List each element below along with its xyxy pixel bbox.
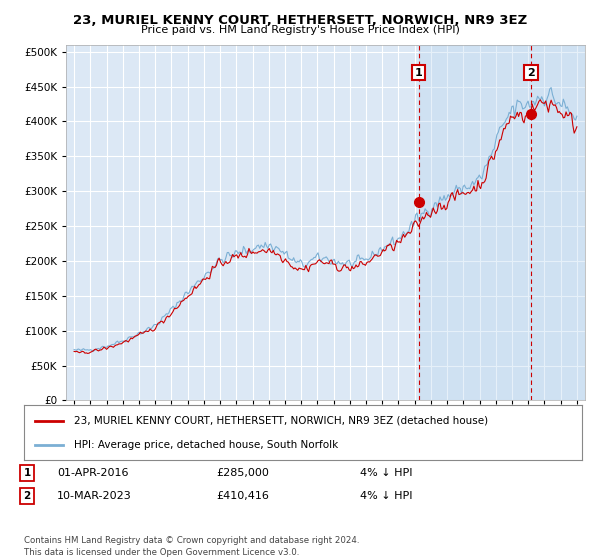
- Text: HPI: Average price, detached house, South Norfolk: HPI: Average price, detached house, Sout…: [74, 440, 338, 450]
- Text: 2: 2: [23, 491, 31, 501]
- Bar: [419, 45, 585, 400]
- Text: 4% ↓ HPI: 4% ↓ HPI: [360, 491, 413, 501]
- Text: 2: 2: [527, 68, 535, 78]
- Text: Price paid vs. HM Land Registry's House Price Index (HPI): Price paid vs. HM Land Registry's House …: [140, 25, 460, 35]
- Text: Contains HM Land Registry data © Crown copyright and database right 2024.
This d: Contains HM Land Registry data © Crown c…: [24, 536, 359, 557]
- Text: 10-MAR-2023: 10-MAR-2023: [57, 491, 132, 501]
- Text: 23, MURIEL KENNY COURT, HETHERSETT, NORWICH, NR9 3EZ: 23, MURIEL KENNY COURT, HETHERSETT, NORW…: [73, 14, 527, 27]
- Text: 23, MURIEL KENNY COURT, HETHERSETT, NORWICH, NR9 3EZ (detached house): 23, MURIEL KENNY COURT, HETHERSETT, NORW…: [74, 416, 488, 426]
- Text: £285,000: £285,000: [216, 468, 269, 478]
- Text: £410,416: £410,416: [216, 491, 269, 501]
- Text: 01-APR-2016: 01-APR-2016: [57, 468, 128, 478]
- Text: 4% ↓ HPI: 4% ↓ HPI: [360, 468, 413, 478]
- Text: 1: 1: [415, 68, 422, 78]
- Text: 1: 1: [23, 468, 31, 478]
